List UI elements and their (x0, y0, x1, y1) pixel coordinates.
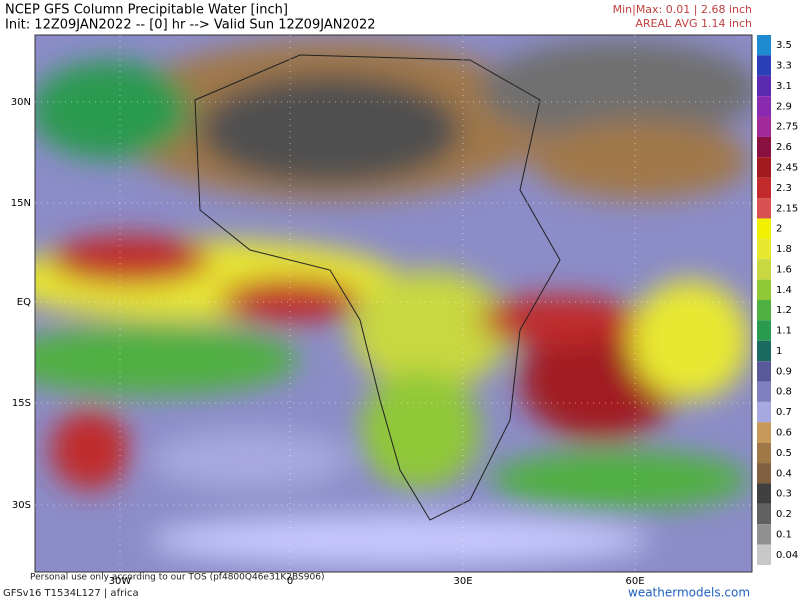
colorbar-swatch (757, 483, 771, 504)
colorbar-swatch (757, 55, 771, 76)
colorbar-label: 3.1 (776, 81, 792, 92)
colorbar-label: 0.4 (776, 468, 792, 479)
lon-label: 30W (109, 576, 132, 587)
colorbar-swatch (757, 401, 771, 423)
colorbar-swatch (757, 320, 771, 341)
model-info: GFSv16 T1534L127 | africa (3, 588, 139, 599)
site-link[interactable]: weathermodels.com (628, 586, 750, 600)
map-frame (34, 34, 753, 573)
lat-label: 15S (12, 398, 31, 409)
colorbar-swatch (757, 136, 771, 158)
colorbar-label: 0.6 (776, 428, 792, 439)
colorbar-swatch (757, 463, 771, 484)
colorbar-swatch (757, 218, 771, 239)
lon-label: 0 (287, 576, 293, 587)
colorbar-label: 1.2 (776, 305, 792, 316)
colorbar-label: 0.1 (776, 529, 792, 540)
colorbar-swatch (757, 544, 771, 565)
colorbar-swatch (757, 259, 771, 280)
colorbar-swatch (757, 116, 771, 137)
lat-label: 30S (12, 500, 31, 511)
lon-label: 60E (625, 576, 644, 587)
min-max: Min|Max: 0.01 | 2.68 inch (613, 3, 752, 16)
colorbar-swatch (757, 279, 771, 300)
colorbar-swatch (757, 361, 771, 382)
colorbar-label: 0.8 (776, 387, 792, 398)
colorbar-label: 1.1 (776, 326, 792, 337)
colorbar-label: 2.15 (776, 203, 798, 214)
colorbar-label: 2.9 (776, 101, 792, 112)
lat-label: 15N (11, 198, 31, 209)
colorbar-swatch (757, 524, 771, 545)
colorbar-label: 2 (776, 224, 782, 235)
colorbar-swatch (757, 198, 771, 219)
colorbar-label: 1.6 (776, 264, 792, 275)
colorbar-swatch (757, 177, 771, 199)
colorbar-label: 0.2 (776, 509, 792, 520)
colorbar-label: 1 (776, 346, 782, 357)
colorbar-label: 0.04 (776, 550, 798, 561)
colorbar-label: 2.45 (776, 163, 798, 174)
colorbar-label: 1.4 (776, 285, 792, 296)
colorbar-label: 2.6 (776, 142, 792, 153)
colorbar-label: 1.8 (776, 244, 792, 255)
colorbar-label: 0.9 (776, 366, 792, 377)
colorbar-swatch (757, 238, 771, 260)
colorbar-swatch (757, 422, 771, 443)
colorbar-swatch (757, 300, 771, 321)
subtitle: Init: 12Z09JAN2022 -- [0] hr --> Valid S… (5, 18, 376, 33)
colorbar-swatch (757, 442, 771, 464)
colorbar-swatch (757, 157, 771, 178)
colorbar-swatch (757, 503, 771, 525)
tos-notice: Personal use only according to our TOS (… (30, 573, 324, 583)
colorbar-swatch (757, 340, 771, 362)
coastline (194, 54, 561, 521)
colorbar-label: 0.7 (776, 407, 792, 418)
colorbar-swatch (757, 75, 771, 97)
colorbar-swatch (757, 96, 771, 117)
lat-label: 30N (11, 97, 31, 108)
map-field (35, 35, 752, 572)
colorbar-label: 0.3 (776, 489, 792, 500)
areal-average: AREAL AVG 1.14 inch (635, 17, 752, 30)
colorbar-label: 3.5 (776, 40, 792, 51)
lon-label: 30E (453, 576, 472, 587)
colorbar-label: 2.3 (776, 183, 792, 194)
lat-label: EQ (17, 297, 31, 308)
colorbar-label: 2.75 (776, 122, 798, 133)
colorbar-swatch (757, 35, 771, 56)
colorbar-label: 0.5 (776, 448, 792, 459)
colorbar-label: 3.3 (776, 61, 792, 72)
title: NCEP GFS Column Precipitable Water [inch… (5, 3, 288, 18)
colorbar-swatch (757, 381, 771, 402)
